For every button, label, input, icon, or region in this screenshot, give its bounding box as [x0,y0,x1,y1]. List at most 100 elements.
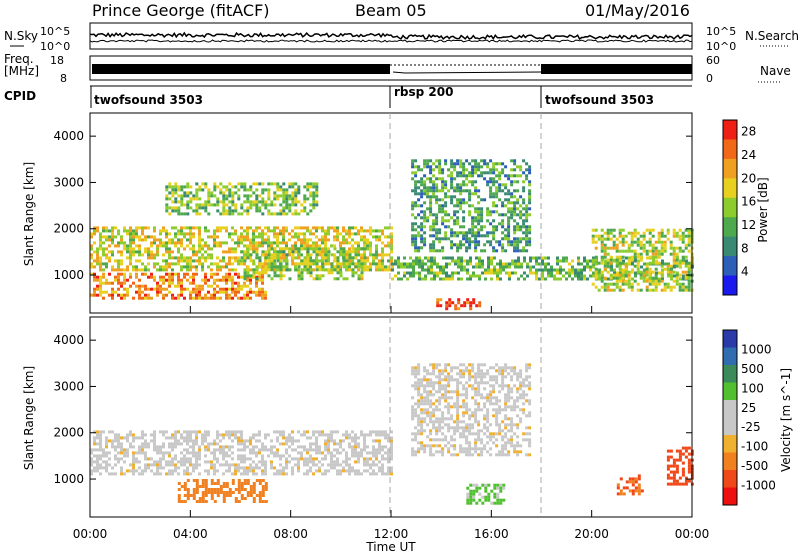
freq-label: Freq. [4,52,34,66]
velocity-colorbar-swatch [723,470,737,488]
power-colorbar-swatch [723,256,737,277]
power-region [90,272,267,300]
velocity-colorbar-swatch [723,382,737,401]
power-region [591,228,694,292]
velocity-ytick-label: 3000 [53,379,84,393]
time-tick-label: 00:00 [675,527,710,541]
velocity-region [411,363,532,457]
power-colorbar-tick: 28 [741,125,756,139]
power-colorbar-swatch [723,139,737,160]
time-tick-label: 00:00 [73,527,108,541]
power-region [436,298,482,311]
velocity-region [90,430,393,476]
velocity-colorbar-tick: -25 [741,420,761,434]
velocity-colorbar-tick: -1000 [741,479,776,493]
velocity-colorbar-swatch [723,400,737,418]
velocity-region [616,474,644,496]
beam-label: Beam 05 [355,1,427,20]
velocity-ytick-label: 4000 [53,333,84,347]
freq-tick-bottom: 8 [60,72,67,85]
velocity-colorbar-swatch [723,452,737,471]
power-colorbar-swatch [723,275,737,296]
velocity-colorbar-tick: 1000 [741,342,772,356]
velocity-y-axis-label: Slant Range [km] [22,366,36,470]
power-colorbar-swatch [723,197,737,218]
nsearch-trace [89,39,693,43]
nsky-panel: N.Sky 10^5 10^0 10^5 10^0 N.Search [4,22,799,53]
nave-tick-bottom: 0 [706,72,713,85]
power-colorbar: 4 8 12 16 20 24 28 [722,119,756,296]
power-colorbar-swatch [723,178,737,199]
velocity-ytick-label: 1000 [53,472,84,486]
time-tick-label: 04:00 [173,527,208,541]
power-colorbar-frame [722,119,738,296]
power-colorbar-tick: 16 [741,195,756,209]
velocity-colorbar-tick: 100 [741,381,764,395]
freq-panel: Freq. [MHz] 18 8 60 0 Nave [4,52,791,85]
power-colorbar-tick: 20 [741,171,756,185]
cpid-mode-1: twofsound 3503 [94,93,203,107]
velocity-data [90,363,694,505]
power-region [90,226,393,272]
nsky-tick-bottom: 10^0 [40,40,70,53]
power-colorbar-swatch [723,158,737,179]
power-region [165,182,319,216]
freq-unit-label: [MHz] [4,64,39,78]
freq-bar-1 [92,64,390,74]
power-y-axis-label: Slant Range [km] [22,162,36,266]
power-colorbar-tick: 12 [741,218,756,232]
velocity-colorbar-frame [722,329,738,506]
power-colorbar-tick: 8 [741,241,749,255]
velocity-colorbar-swatch [723,417,737,436]
nsearch-tick-top: 10^5 [706,25,736,38]
velocity-colorbar-swatch [723,330,737,348]
power-colorbar-swatch [723,217,737,238]
time-axis: 00:00 04:00 08:00 12:00 16:00 20:00 00:00 [73,306,710,541]
power-ytick-label: 3000 [53,175,84,189]
time-tick-label: 08:00 [273,527,308,541]
velocity-region [666,446,694,486]
power-colorbar-tick: 24 [741,148,756,162]
freq-bar-2 [541,64,692,74]
velocity-colorbar-tick: -100 [741,440,768,454]
power-ytick-label: 4000 [53,129,84,143]
velocity-colorbar-tick: -500 [741,459,768,473]
cpid-label: CPID [4,89,36,103]
nave-label: Nave [760,64,791,78]
velocity-colorbar-swatch [723,347,737,366]
velocity-region [466,483,506,505]
nsky-label: N.Sky [4,29,38,43]
power-data [90,159,694,311]
time-tick-label: 12:00 [374,527,409,541]
power-colorbar-label: Power [dB] [756,177,770,242]
nsky-tick-top: 10^5 [40,25,70,38]
cpid-mode-3: twofsound 3503 [545,93,654,107]
power-colorbar-tick: 4 [741,265,749,279]
power-region [411,159,532,253]
radar-title: Prince George (fitACF) [92,1,270,20]
velocity-colorbar-swatch [723,365,737,383]
cpid-mode-2: rbsp 200 [394,85,453,99]
velocity-colorbar: 1000 500 100 25 -25 -100 -500 -1000 [722,329,776,506]
velocity-colorbar-swatch [723,487,737,506]
power-colorbar-swatch [723,236,737,257]
velocity-colorbar-label: Velocity [m s^-1] [779,368,793,472]
velocity-colorbar-swatch [723,435,737,453]
velocity-region [177,479,268,503]
freq-tick-top: 18 [50,54,64,67]
time-tick-label: 16:00 [474,527,509,541]
date-label: 01/May/2016 [585,1,690,20]
power-ytick-label: 2000 [53,222,84,236]
power-colorbar-swatch [723,120,737,140]
velocity-colorbar-tick: 25 [741,401,756,415]
velocity-colorbar-tick: 500 [741,362,764,376]
freq-trace [392,71,542,74]
cpid-panel: CPID twofsound 3503 rbsp 200 twofsound 3… [4,85,692,108]
x-axis-label: Time UT [365,540,416,554]
nave-tick-top: 60 [706,54,720,67]
power-ytick-label: 1000 [53,268,84,282]
time-tick-label: 20:00 [574,527,609,541]
nsearch-tick-bottom: 10^0 [706,40,736,53]
velocity-ytick-label: 2000 [53,426,84,440]
